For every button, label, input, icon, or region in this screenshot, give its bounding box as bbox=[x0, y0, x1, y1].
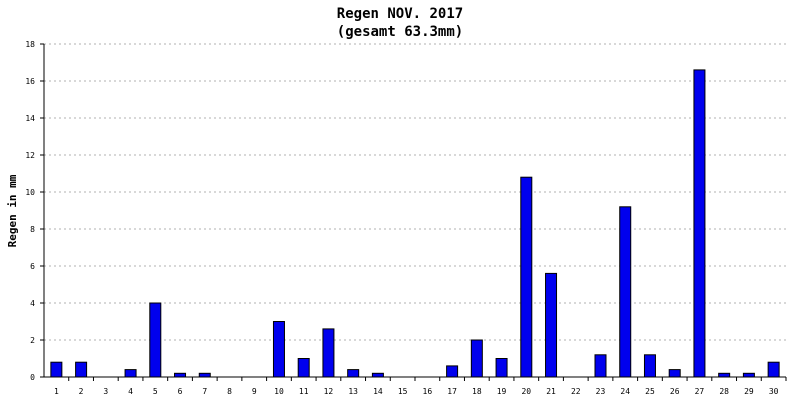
y-tick-label: 10 bbox=[25, 188, 35, 197]
y-tick-label: 8 bbox=[30, 225, 35, 234]
x-tick-label: 8 bbox=[227, 387, 232, 396]
x-tick-label: 20 bbox=[521, 387, 531, 396]
bar bbox=[322, 328, 335, 378]
bar bbox=[297, 358, 310, 378]
bar bbox=[124, 369, 137, 378]
bar bbox=[495, 358, 508, 378]
bar bbox=[693, 69, 706, 378]
bar bbox=[767, 361, 780, 378]
x-tick-label: 2 bbox=[79, 387, 84, 396]
bar bbox=[174, 372, 187, 378]
x-tick-label: 21 bbox=[546, 387, 556, 396]
bar bbox=[149, 302, 162, 378]
bar bbox=[594, 354, 607, 378]
axes bbox=[40, 43, 787, 381]
bar bbox=[75, 361, 88, 378]
x-tick-label: 28 bbox=[719, 387, 729, 396]
bar bbox=[643, 354, 656, 378]
bar bbox=[347, 369, 360, 378]
x-tick-label: 6 bbox=[178, 387, 183, 396]
bars bbox=[50, 69, 780, 378]
x-tick-label: 16 bbox=[423, 387, 433, 396]
bar bbox=[371, 372, 384, 378]
x-tick-label: 18 bbox=[472, 387, 482, 396]
x-tick-label: 19 bbox=[497, 387, 507, 396]
bar bbox=[272, 321, 285, 378]
x-tick-label: 27 bbox=[695, 387, 705, 396]
bar bbox=[545, 272, 558, 378]
x-tick-label: 7 bbox=[202, 387, 207, 396]
chart-subtitle: (gesamt 63.3mm) bbox=[337, 24, 463, 40]
x-tick-label: 24 bbox=[620, 387, 630, 396]
x-tick-label: 30 bbox=[769, 387, 779, 396]
y-tick-label: 0 bbox=[30, 373, 35, 382]
x-tick-label: 12 bbox=[324, 387, 334, 396]
x-tick-label: 4 bbox=[128, 387, 133, 396]
x-tick-label: 23 bbox=[596, 387, 606, 396]
y-tick-label: 2 bbox=[30, 336, 35, 345]
x-tick-label: 13 bbox=[348, 387, 358, 396]
bar bbox=[198, 372, 211, 378]
chart-title: Regen NOV. 2017 bbox=[337, 6, 463, 22]
x-tick-label: 29 bbox=[744, 387, 754, 396]
y-axis-label: Regen in mm bbox=[6, 174, 19, 247]
x-tick-label: 11 bbox=[299, 387, 309, 396]
x-tick-label: 26 bbox=[670, 387, 680, 396]
bar bbox=[446, 365, 459, 378]
bar bbox=[470, 339, 483, 378]
bar bbox=[619, 206, 632, 378]
y-tick-label: 16 bbox=[25, 77, 35, 86]
x-tick-label: 15 bbox=[398, 387, 408, 396]
y-tick-label: 14 bbox=[25, 114, 35, 123]
x-tick-label: 22 bbox=[571, 387, 581, 396]
bar bbox=[742, 372, 755, 378]
y-tick-label: 12 bbox=[25, 151, 35, 160]
y-tick-label: 6 bbox=[30, 262, 35, 271]
x-tick-label: 17 bbox=[447, 387, 457, 396]
x-tick-label: 1 bbox=[54, 387, 59, 396]
x-tick-label: 25 bbox=[645, 387, 655, 396]
x-tick-label: 14 bbox=[373, 387, 383, 396]
x-tick-label: 5 bbox=[153, 387, 158, 396]
bar bbox=[50, 361, 63, 378]
y-tick-label: 18 bbox=[25, 40, 35, 49]
x-tick-label: 9 bbox=[252, 387, 257, 396]
x-tick-label: 3 bbox=[103, 387, 108, 396]
y-tick-label: 4 bbox=[30, 299, 35, 308]
bar bbox=[520, 176, 533, 378]
bar bbox=[668, 369, 681, 378]
grid-lines bbox=[44, 43, 786, 341]
x-tick-label: 10 bbox=[274, 387, 284, 396]
bar bbox=[718, 372, 731, 378]
